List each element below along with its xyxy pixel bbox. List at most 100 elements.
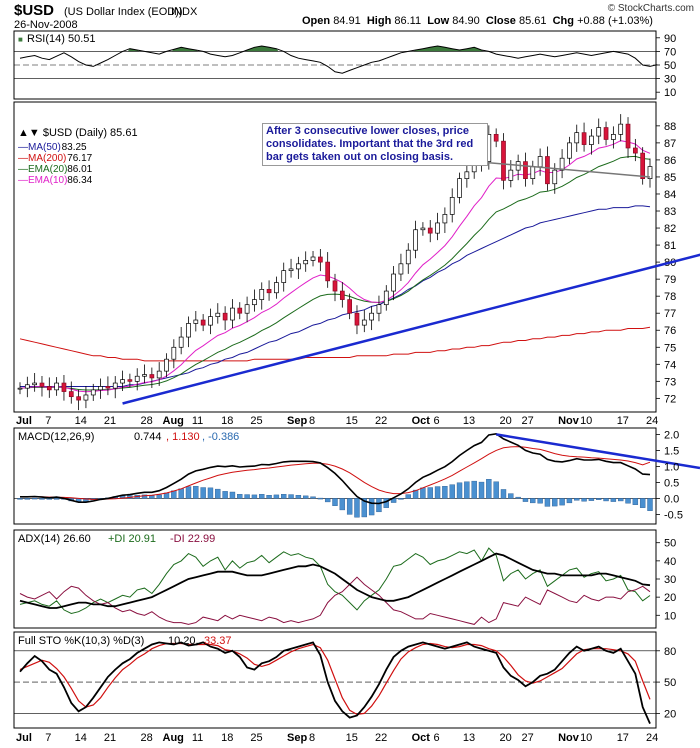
macd-histogram-bar bbox=[259, 494, 265, 499]
macd-histogram-bar bbox=[324, 498, 331, 503]
adx-line bbox=[19, 552, 651, 609]
candle-body bbox=[640, 152, 646, 179]
macd-histogram-bar bbox=[222, 491, 228, 499]
macd-histogram-bar bbox=[332, 498, 338, 506]
candle-body bbox=[259, 289, 265, 300]
macd-histogram-bar bbox=[639, 498, 646, 508]
exchange: INDX bbox=[171, 6, 198, 18]
candle-body bbox=[120, 379, 125, 384]
x-axis-label-bottom: 28 bbox=[141, 732, 153, 744]
macd-histogram-bar bbox=[398, 498, 404, 500]
stoch-k-line bbox=[19, 641, 651, 724]
stoch-axis-tick-label: 20 bbox=[664, 708, 676, 720]
x-axis-label-bottom: Aug bbox=[163, 732, 184, 744]
price-axis-tick-label: 73 bbox=[664, 376, 676, 388]
price-axis-tick-label: 85 bbox=[664, 172, 676, 184]
candle-body bbox=[127, 379, 133, 382]
x-axis-label-bottom: Oct bbox=[412, 732, 431, 744]
x-axis-label: 25 bbox=[250, 415, 262, 427]
macd-histogram-bar bbox=[368, 498, 375, 516]
macd-histogram-bar bbox=[493, 481, 499, 499]
open-value: 84.91 bbox=[333, 15, 361, 27]
rsi-overbought-fill bbox=[127, 48, 140, 52]
candle-body bbox=[317, 256, 323, 263]
macd-histogram-bar bbox=[486, 479, 492, 499]
macd-histogram-bar bbox=[149, 495, 155, 499]
candle-body bbox=[618, 123, 624, 135]
candle-body bbox=[354, 312, 360, 326]
price-axis-tick-label: 87 bbox=[664, 138, 676, 150]
macd-histogram-bar bbox=[339, 498, 346, 511]
legend-value: 83.25 bbox=[62, 142, 87, 153]
candle-body bbox=[178, 336, 184, 348]
x-axis-label-bottom: 13 bbox=[463, 732, 475, 744]
x-axis-label: Nov bbox=[558, 415, 580, 427]
candle-body bbox=[493, 134, 499, 142]
macd-line bbox=[20, 432, 651, 505]
x-axis-label: 7 bbox=[45, 415, 51, 427]
adx-axis-tick-label: 50 bbox=[664, 538, 676, 550]
x-axis-label: 15 bbox=[346, 415, 358, 427]
x-axis-label-bottom: Nov bbox=[558, 732, 580, 744]
macd-histogram-bar bbox=[530, 498, 536, 504]
candle-body bbox=[435, 222, 440, 234]
candle-body bbox=[530, 166, 536, 179]
price-axis-tick-label: 81 bbox=[664, 240, 676, 252]
macd-histogram-bar bbox=[552, 498, 558, 507]
macd-histogram-bar bbox=[471, 480, 477, 499]
legend-label: EMA(10) bbox=[28, 175, 67, 186]
low-value: 84.90 bbox=[452, 15, 480, 27]
macd-histogram-bar bbox=[193, 486, 199, 499]
candle-body bbox=[383, 290, 389, 306]
adx-axis-tick-label: 20 bbox=[664, 592, 676, 604]
macd-histogram-bar bbox=[207, 487, 214, 499]
macd-histogram-bar bbox=[508, 493, 514, 499]
macd-axis-tick-label: 1.0 bbox=[664, 461, 679, 473]
stoch-axis-tick-label: 80 bbox=[664, 646, 676, 658]
price-axis-tick-label: 79 bbox=[664, 274, 676, 286]
macd-histogram-bar bbox=[617, 498, 624, 502]
adx-title: ADX(14) 26.60 bbox=[18, 533, 91, 545]
macd-histogram-bar bbox=[434, 486, 441, 499]
rsi-axis-tick-label: 70 bbox=[664, 46, 676, 58]
x-axis-label: 14 bbox=[75, 415, 87, 427]
price-axis-tick-label: 74 bbox=[664, 359, 676, 371]
candle-body bbox=[442, 214, 448, 224]
copyright: © StockCharts.com bbox=[607, 3, 694, 14]
x-axis-label-bottom: 7 bbox=[45, 732, 51, 744]
macd-histogram-bar bbox=[559, 498, 565, 506]
candle-body bbox=[420, 227, 426, 231]
ma50-line bbox=[20, 205, 651, 387]
candle-body bbox=[230, 307, 235, 321]
price-axis-tick-label: 84 bbox=[664, 189, 676, 201]
stoch-k-value: 10.20, bbox=[168, 635, 199, 647]
candle-body bbox=[134, 375, 140, 382]
candle-body bbox=[46, 386, 52, 391]
x-axis-label: 6 bbox=[434, 415, 440, 427]
legend-swatch: — bbox=[18, 164, 28, 175]
macd-histogram-bar bbox=[625, 498, 631, 504]
macd-histogram-bar bbox=[603, 498, 609, 502]
candle-body bbox=[391, 273, 396, 292]
macd-histogram-bar bbox=[39, 498, 45, 500]
macd-histogram-bar bbox=[647, 498, 653, 511]
candle-body bbox=[310, 256, 316, 261]
candle-body bbox=[274, 282, 279, 294]
macd-hist-value: , -0.386 bbox=[202, 431, 239, 443]
close-value: 85.61 bbox=[518, 15, 547, 27]
candle-body bbox=[574, 132, 580, 144]
x-axis-label-bottom: 18 bbox=[221, 732, 233, 744]
candle-body bbox=[611, 134, 616, 140]
stoch-d-line bbox=[19, 642, 651, 716]
legend-value: 76.17 bbox=[67, 153, 92, 164]
candle-body bbox=[361, 319, 367, 326]
x-axis-label: 8 bbox=[309, 415, 315, 427]
rsi-line bbox=[19, 45, 658, 74]
price-title: ▲▼ $USD (Daily) 85.61 bbox=[18, 127, 138, 139]
x-axis-label-bottom: Jul bbox=[16, 732, 32, 744]
candle-body bbox=[237, 307, 243, 314]
plus-di-line bbox=[19, 547, 651, 615]
macd-histogram-bar bbox=[288, 494, 294, 499]
macd-histogram-bar bbox=[456, 482, 463, 499]
candle-body bbox=[90, 389, 96, 396]
